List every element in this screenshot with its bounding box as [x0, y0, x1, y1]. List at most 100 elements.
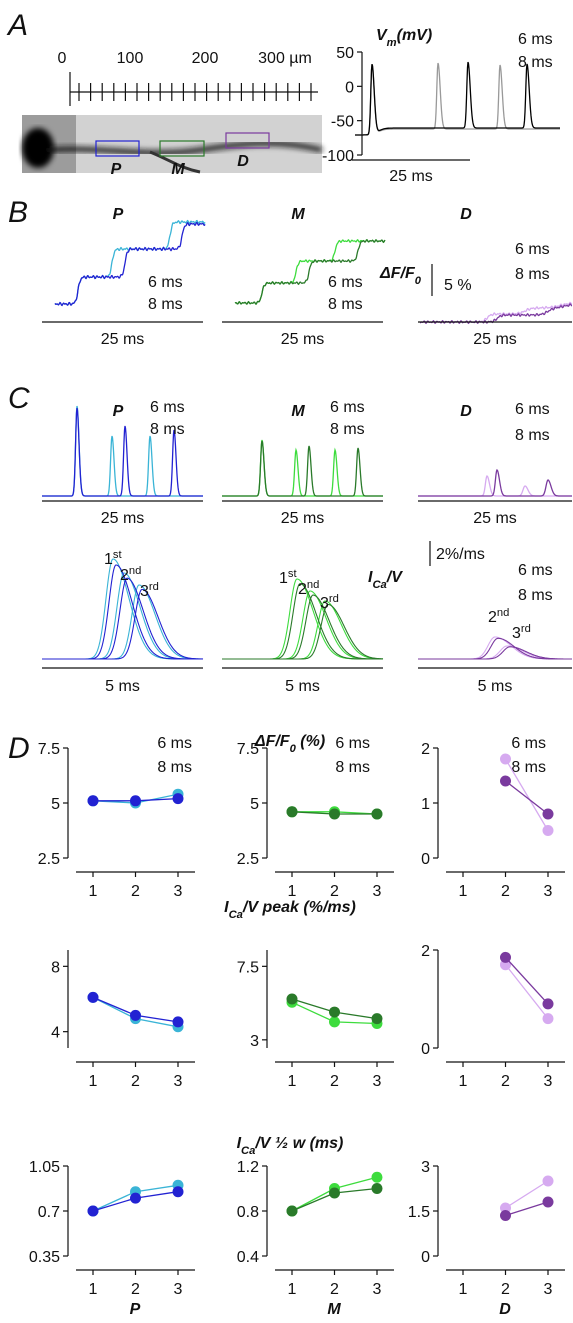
- legend-item: 6 ms: [328, 274, 363, 291]
- row-title: ICa/V peak (%/ms): [224, 899, 356, 921]
- time-scale-label: 25 ms: [101, 331, 145, 348]
- row-title-sub: 0: [290, 743, 297, 755]
- data-point: [500, 951, 511, 963]
- data-point: [130, 1192, 141, 1204]
- soma: [22, 128, 54, 168]
- y-tick-label: 7.5: [237, 959, 259, 976]
- legend-item: 6 ms: [518, 562, 553, 579]
- scale-label: 300 µm: [258, 50, 312, 67]
- peak-order-label-sup: st: [113, 549, 123, 561]
- amplitude-label: ΔF/F0: [379, 265, 422, 287]
- row-title-base: ΔF/F: [254, 733, 291, 750]
- scale-label: 200: [192, 50, 219, 67]
- data-point: [172, 1016, 184, 1028]
- x-tick-label: 3: [544, 883, 553, 900]
- time-scale-label: 5 ms: [478, 678, 513, 695]
- y-tick-label: 0.4: [237, 1249, 259, 1266]
- row-title-sub: Ca: [241, 1145, 255, 1157]
- panel-label: D: [8, 732, 30, 765]
- current-trace: [42, 588, 204, 660]
- series-line: [505, 1201, 549, 1217]
- x-tick-label: 3: [174, 1073, 183, 1090]
- peak-order-label-sup: nd: [497, 607, 509, 619]
- legend-item: 8 ms: [157, 759, 192, 776]
- current-scale-label: 2%/ms: [436, 546, 485, 563]
- scale-label: 100: [117, 50, 144, 67]
- spike-trace: [222, 440, 383, 497]
- series-line: [505, 780, 549, 815]
- data-point: [286, 806, 298, 818]
- y-tick-label: 0: [421, 851, 430, 868]
- data-point: [371, 1171, 383, 1183]
- row-title: ICa/V ½ w (ms): [237, 1135, 344, 1157]
- spike-trace: [418, 468, 572, 497]
- x-tick-label: 2: [501, 1073, 510, 1090]
- column-title: P: [113, 403, 124, 420]
- branch: [149, 150, 201, 174]
- time-scale-label: 25 ms: [389, 168, 433, 185]
- y-tick-label: 3: [421, 1159, 430, 1176]
- panel-label: B: [8, 196, 28, 229]
- current-label-sub: Ca: [372, 579, 386, 591]
- legend-item: 6 ms: [330, 399, 365, 416]
- time-scale-label: 25 ms: [473, 510, 517, 527]
- data-point: [500, 775, 511, 787]
- vm-label-rest: (mV): [397, 27, 433, 44]
- x-tick-label: 1: [459, 1281, 468, 1298]
- vm-trace: [355, 61, 560, 136]
- row-title-rest: (%): [296, 733, 325, 750]
- x-tick-label: 1: [288, 1281, 297, 1298]
- y-tick-label: 7.5: [237, 741, 259, 758]
- roi-box: [159, 140, 205, 157]
- series-line: [504, 758, 549, 831]
- y-tick-label: 5: [51, 796, 60, 813]
- y-tick-label: 0.8: [237, 1204, 259, 1221]
- x-tick-label: 3: [174, 1281, 183, 1298]
- time-scale-label: 25 ms: [281, 510, 325, 527]
- legend-item: 8 ms: [515, 266, 550, 283]
- peak-order-label-sup: rd: [149, 581, 159, 593]
- legend-item: 6 ms: [515, 241, 550, 258]
- fluorescence-trace: [234, 239, 386, 306]
- amplitude-scale-label: 5 %: [444, 277, 472, 294]
- peak-order-label: 3rd: [512, 623, 531, 642]
- peak-order-label: 1st: [104, 549, 123, 568]
- row-title-sub: Ca: [229, 909, 243, 921]
- data-point: [329, 1016, 340, 1028]
- vm-label-base: V: [376, 27, 388, 44]
- vm-tick-label: 50: [336, 45, 354, 62]
- roi-label: M: [171, 161, 185, 178]
- peak-order-label: 2nd: [488, 607, 509, 626]
- column-label: P: [130, 1301, 141, 1318]
- vm-tick-label: -100: [322, 148, 354, 165]
- column-title: M: [291, 206, 305, 223]
- legend-item: 6 ms: [515, 401, 550, 418]
- fluorescence-trace: [54, 221, 206, 307]
- scale-label: 0: [58, 50, 67, 67]
- data-point: [87, 991, 99, 1003]
- x-tick-label: 1: [288, 883, 297, 900]
- time-scale-label: 5 ms: [285, 678, 320, 695]
- current-trace: [418, 646, 572, 660]
- peak-order-label-sup: nd: [129, 565, 141, 577]
- vm-label: Vm(mV): [376, 27, 432, 49]
- legend-item: 8 ms: [515, 427, 550, 444]
- y-tick-label: 0.35: [29, 1249, 60, 1266]
- peak-order-label-num: 1: [104, 551, 113, 568]
- x-tick-label: 3: [544, 1073, 553, 1090]
- data-point: [329, 808, 340, 820]
- data-point: [87, 795, 99, 807]
- data-point: [500, 753, 511, 765]
- y-tick-label: 1: [421, 796, 430, 813]
- y-tick-label: 2: [421, 943, 430, 960]
- legend-item: 6 ms: [511, 735, 546, 752]
- column-title: D: [460, 403, 472, 420]
- x-tick-label: 3: [544, 1281, 553, 1298]
- peak-order-label-num: 3: [512, 625, 521, 642]
- x-tick-label: 1: [459, 883, 468, 900]
- roi-label: D: [237, 153, 249, 170]
- data-point: [172, 1186, 184, 1198]
- peak-order-label-sup: rd: [329, 593, 339, 605]
- data-point: [542, 808, 554, 820]
